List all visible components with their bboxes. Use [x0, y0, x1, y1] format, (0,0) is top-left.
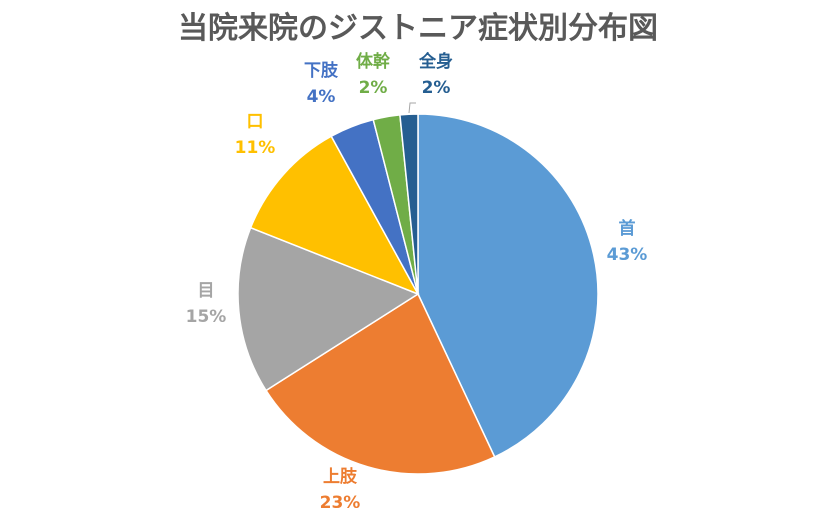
- leader-line: [408, 102, 416, 114]
- slice-value-6: 2%: [422, 78, 451, 98]
- slice-value-4: 4%: [307, 87, 336, 107]
- pie-slice-1: [264, 292, 496, 475]
- slice-label-4: 下肢: [304, 60, 339, 81]
- slice-label-6: 全身: [418, 51, 453, 72]
- slice-label-1: 上肢: [323, 466, 358, 487]
- pie-slice-0: [417, 113, 599, 458]
- slice-value-0: 43%: [607, 245, 648, 265]
- pie-slices: [237, 113, 599, 475]
- chart-title: 当院来院のジストニア症状別分布図: [178, 11, 658, 46]
- slice-value-3: 11%: [235, 138, 276, 158]
- pie-labels: 首 43% 上肢 23% 目 15% 口 11% 下肢 4% 体幹 2% 全身 2%: [186, 51, 648, 513]
- slice-value-1: 23%: [320, 493, 361, 513]
- slice-value-5: 2%: [359, 78, 388, 98]
- slice-label-2: 目: [198, 281, 215, 301]
- slice-value-2: 15%: [186, 307, 227, 327]
- pie-slice-2: [237, 226, 420, 392]
- pie-slice-6: [399, 113, 419, 295]
- slice-label-3: 口: [247, 112, 264, 132]
- slice-label-0: 首: [619, 218, 636, 239]
- slice-label-5: 体幹: [356, 51, 391, 72]
- pie-slice-3: [249, 135, 420, 296]
